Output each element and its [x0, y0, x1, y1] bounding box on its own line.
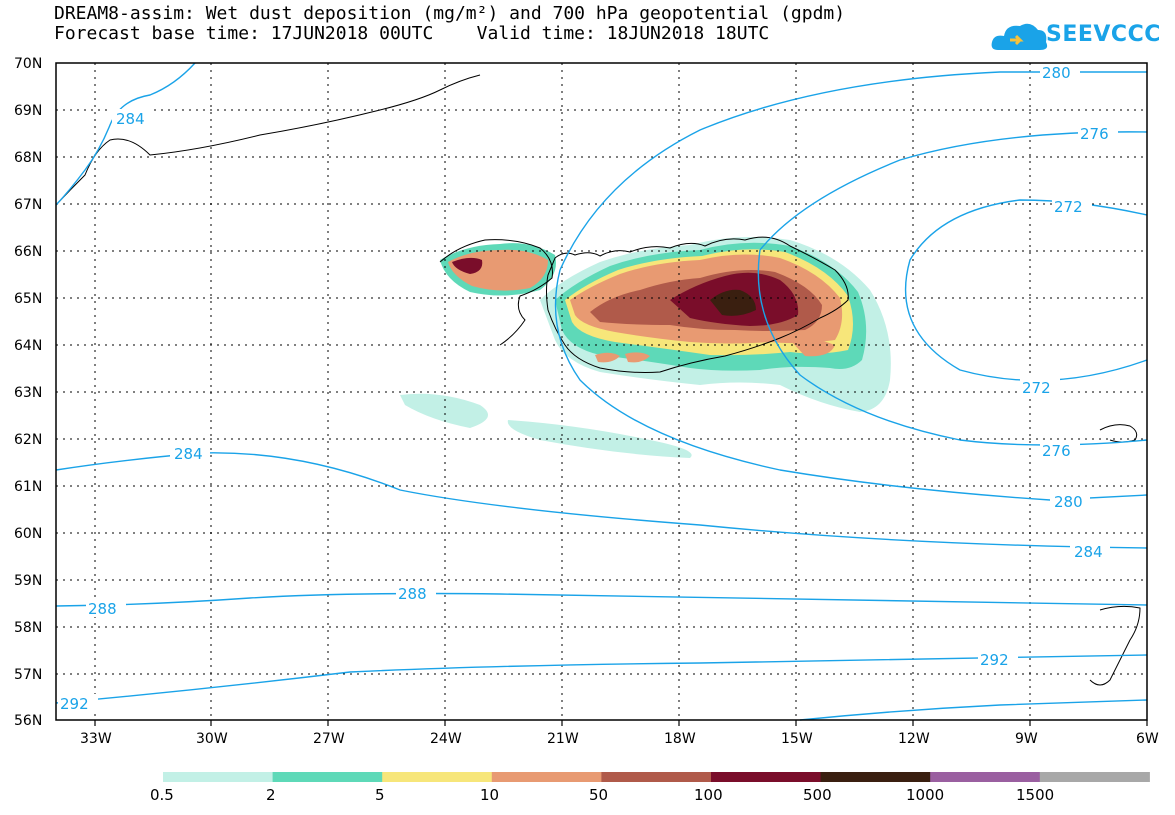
lat-label: 64N	[14, 338, 42, 354]
colorbar-labels: 0.5 2 5 10 50 100 500 1000 1500	[150, 786, 1054, 804]
colorbar-swatch	[382, 772, 493, 782]
colorbar-label: 500	[803, 786, 832, 804]
lon-label: 15W	[781, 731, 813, 747]
lon-label: 27W	[313, 731, 345, 747]
map-title-line-2: Forecast base time: 17JUN2018 00UTC Vali…	[54, 23, 770, 44]
colorbar-swatch	[930, 772, 1041, 782]
lat-label: 65N	[14, 291, 42, 307]
lat-label: 67N	[14, 197, 42, 213]
lat-label: 57N	[14, 667, 42, 683]
colorbar-label: 2	[266, 786, 276, 804]
colorbar-swatch	[601, 772, 712, 782]
lon-label: 33W	[80, 731, 112, 747]
coastlines	[55, 74, 1141, 686]
contour-label: 272	[1054, 198, 1083, 216]
lat-label: 56N	[14, 713, 42, 729]
lat-label: 59N	[14, 573, 42, 589]
latitude-labels: 70N 69N 68N 67N 66N 65N 64N 63N 62N 61N …	[14, 56, 42, 729]
colorbar-label: 5	[375, 786, 385, 804]
longitude-labels: 33W 30W 27W 24W 21W 18W 15W 12W 9W 6W	[80, 731, 1159, 747]
colorbar-label: 100	[694, 786, 723, 804]
colorbar-swatch	[1039, 772, 1150, 782]
lat-label: 66N	[14, 244, 42, 260]
lon-label: 24W	[430, 731, 462, 747]
lat-label: 58N	[14, 620, 42, 636]
contour-label: 292	[60, 695, 89, 713]
colorbar-swatch	[491, 772, 602, 782]
contour-label: 276	[1080, 125, 1109, 143]
colorbar-swatch	[163, 772, 274, 782]
colorbar	[163, 772, 1150, 782]
contour-label: 280	[1054, 493, 1083, 511]
lon-label: 21W	[547, 731, 579, 747]
colorbar-label: 10	[480, 786, 499, 804]
lat-label: 68N	[14, 150, 42, 166]
lat-label: 62N	[14, 432, 42, 448]
lat-label: 69N	[14, 103, 42, 119]
contour-labels: 280 276 272 284 272 276 284 280 284 288 …	[58, 63, 1118, 713]
lon-label: 18W	[664, 731, 696, 747]
lat-label: 70N	[14, 56, 42, 72]
contour-label: 288	[88, 600, 117, 618]
colorbar-swatch	[272, 772, 383, 782]
contour-label: 292	[980, 651, 1009, 669]
dust-deposition-shading	[400, 236, 891, 458]
contour-label: 288	[398, 585, 427, 603]
contour-label: 272	[1022, 379, 1051, 397]
geopotential-contours	[55, 62, 1148, 721]
lat-label: 63N	[14, 385, 42, 401]
colorbar-label: 0.5	[150, 786, 174, 804]
lat-label: 60N	[14, 526, 42, 542]
contour-label: 284	[174, 445, 203, 463]
colorbar-swatch	[711, 772, 822, 782]
logo-text: SEEVCCC	[1046, 22, 1161, 47]
lon-label: 6W	[1136, 731, 1159, 747]
map-title-line-1: DREAM8-assim: Wet dust deposition (mg/m²…	[54, 3, 846, 24]
colorbar-label: 1500	[1016, 786, 1054, 804]
lat-label: 61N	[14, 479, 42, 495]
cloud-logo-icon	[991, 23, 1048, 50]
lon-label: 12W	[898, 731, 930, 747]
contour-label: 284	[116, 110, 145, 128]
contour-label: 280	[1042, 64, 1071, 82]
graticule	[56, 63, 1147, 720]
colorbar-label: 50	[589, 786, 608, 804]
lon-label: 9W	[1015, 731, 1038, 747]
lon-label: 30W	[196, 731, 228, 747]
colorbar-label: 1000	[906, 786, 944, 804]
axis-ticks	[94, 720, 1148, 726]
contour-label: 284	[1074, 543, 1103, 561]
contour-label: 276	[1042, 442, 1071, 460]
map-frame	[55, 62, 1148, 721]
colorbar-swatch	[820, 772, 931, 782]
